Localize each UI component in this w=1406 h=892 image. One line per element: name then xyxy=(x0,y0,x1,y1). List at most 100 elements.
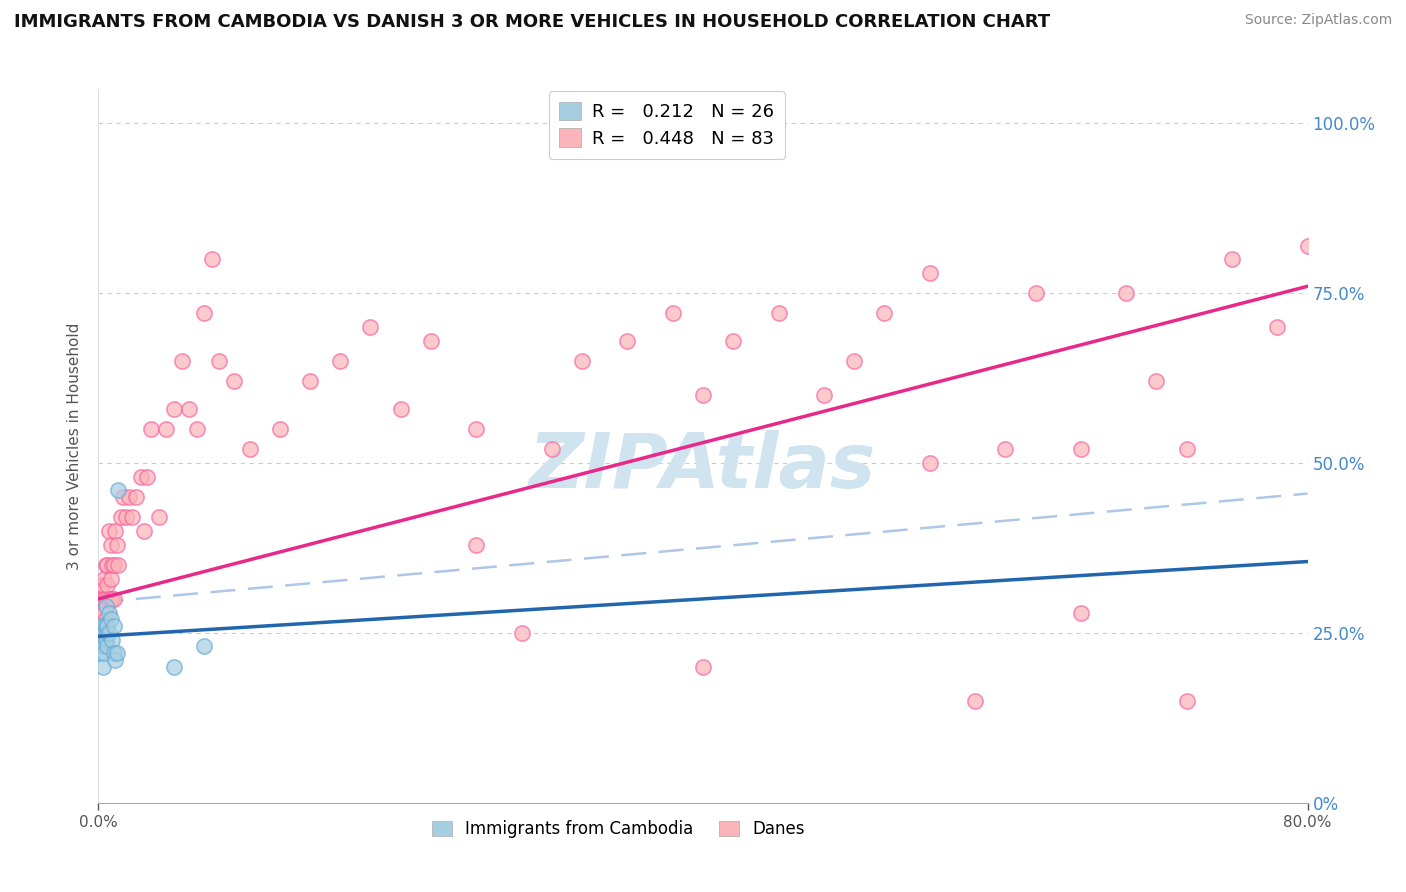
Point xyxy=(163,401,186,416)
Point xyxy=(692,388,714,402)
Point xyxy=(89,646,111,660)
Point xyxy=(105,646,128,660)
Y-axis label: 3 or more Vehicles in Household: 3 or more Vehicles in Household xyxy=(67,322,83,570)
Point xyxy=(103,646,125,660)
Point xyxy=(571,354,593,368)
Point xyxy=(96,640,118,654)
Point xyxy=(121,510,143,524)
Point xyxy=(104,524,127,538)
Point xyxy=(129,469,152,483)
Point xyxy=(844,354,866,368)
Point xyxy=(269,422,291,436)
Point xyxy=(90,606,112,620)
Point xyxy=(965,694,987,708)
Point xyxy=(163,660,186,674)
Point xyxy=(96,578,118,592)
Point xyxy=(132,524,155,538)
Point xyxy=(90,632,112,647)
Point xyxy=(103,619,125,633)
Point xyxy=(98,626,121,640)
Point xyxy=(420,334,443,348)
Point xyxy=(1296,238,1319,252)
Point xyxy=(98,606,121,620)
Point xyxy=(93,591,115,606)
Point xyxy=(661,306,683,320)
Point xyxy=(107,483,129,498)
Point xyxy=(93,572,115,586)
Point xyxy=(329,354,352,368)
Point xyxy=(90,578,112,592)
Point xyxy=(125,490,148,504)
Point xyxy=(94,632,117,647)
Point xyxy=(93,626,115,640)
Point xyxy=(1175,442,1198,457)
Point xyxy=(918,266,941,280)
Point xyxy=(813,388,835,402)
Point xyxy=(208,354,231,368)
Point xyxy=(110,510,132,524)
Point xyxy=(101,591,124,606)
Point xyxy=(93,640,115,654)
Point xyxy=(465,537,488,551)
Point xyxy=(918,456,941,470)
Point xyxy=(873,306,896,320)
Point xyxy=(100,572,122,586)
Point xyxy=(135,469,157,483)
Point xyxy=(723,334,745,348)
Point xyxy=(101,558,124,572)
Legend: Immigrants from Cambodia, Danes: Immigrants from Cambodia, Danes xyxy=(426,814,811,845)
Point xyxy=(1175,694,1198,708)
Point xyxy=(465,422,488,436)
Point xyxy=(1267,320,1289,334)
Point xyxy=(111,490,134,504)
Point xyxy=(91,640,114,654)
Point xyxy=(91,660,114,674)
Point xyxy=(510,626,533,640)
Point xyxy=(170,354,193,368)
Point xyxy=(1024,286,1046,301)
Point xyxy=(103,558,125,572)
Point xyxy=(1070,442,1092,457)
Point xyxy=(994,442,1017,457)
Point xyxy=(105,537,128,551)
Point xyxy=(768,306,790,320)
Point xyxy=(155,422,177,436)
Text: Source: ZipAtlas.com: Source: ZipAtlas.com xyxy=(1244,13,1392,28)
Point xyxy=(201,252,224,266)
Point xyxy=(101,632,124,647)
Point xyxy=(1220,252,1243,266)
Point xyxy=(94,619,117,633)
Point xyxy=(224,375,246,389)
Point xyxy=(114,510,136,524)
Point xyxy=(96,558,118,572)
Point xyxy=(90,619,112,633)
Point xyxy=(692,660,714,674)
Point xyxy=(186,422,208,436)
Point xyxy=(193,306,215,320)
Point xyxy=(1115,286,1137,301)
Point xyxy=(118,490,141,504)
Point xyxy=(239,442,262,457)
Text: ZIPAtlas: ZIPAtlas xyxy=(529,431,877,504)
Point xyxy=(616,334,638,348)
Point xyxy=(299,375,322,389)
Point xyxy=(104,653,127,667)
Point xyxy=(91,619,114,633)
Point xyxy=(98,524,121,538)
Point xyxy=(98,591,121,606)
Point xyxy=(91,578,114,592)
Point xyxy=(89,591,111,606)
Point xyxy=(100,612,122,626)
Point xyxy=(100,591,122,606)
Point xyxy=(93,646,115,660)
Point xyxy=(94,599,117,613)
Point xyxy=(94,591,117,606)
Point xyxy=(93,606,115,620)
Point xyxy=(96,619,118,633)
Point xyxy=(96,626,118,640)
Point xyxy=(360,320,382,334)
Point xyxy=(148,510,170,524)
Point xyxy=(389,401,412,416)
Point xyxy=(107,558,129,572)
Point xyxy=(103,591,125,606)
